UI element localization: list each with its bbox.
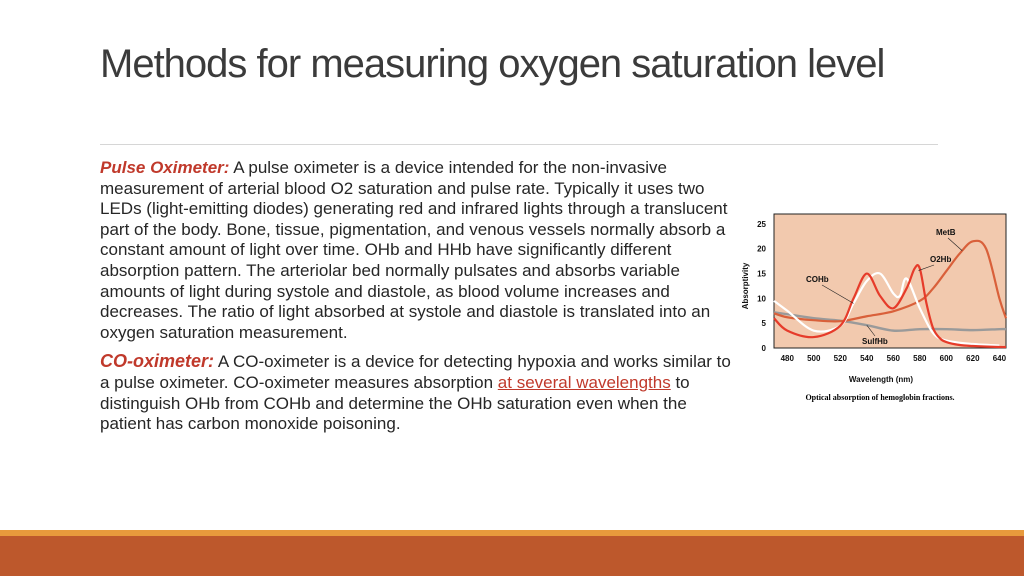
figure-caption: Optical absorption of hemoglobin fractio… — [805, 393, 954, 402]
footer-band — [0, 536, 1024, 576]
x-tick-label: 640 — [993, 354, 1007, 363]
co-oximeter-term: CO-oximeter: — [100, 351, 215, 372]
pulse-oximeter-term: Pulse Oximeter: — [100, 158, 230, 177]
y-tick-label: 0 — [762, 344, 767, 353]
leader-line-cohb — [821, 284, 854, 304]
co-oximeter-description-end: to distinguish OHb from COHb and determi… — [100, 372, 690, 434]
slide-title: Methods for measuring oxygen saturation … — [100, 42, 885, 86]
body-text: Pulse Oximeter: A pulse oximeter is a de… — [100, 158, 732, 443]
y-tick-label: 10 — [757, 294, 766, 303]
absorption-figure: 480 500 520 540 560 580 600 620 640 0 5 10 15 20 25 Me… — [738, 206, 1018, 406]
leader-line-metb — [947, 237, 963, 251]
x-tick-label: 540 — [860, 354, 874, 363]
x-tick-label: 520 — [834, 354, 848, 363]
co-oximeter-paragraph: CO-oximeter: A CO-oximeter is a device f… — [100, 351, 732, 434]
x-axis-title: Wavelength (nm) — [849, 375, 913, 384]
co-oximeter-description-start: A CO-oximeter is a device for detecting … — [100, 352, 731, 392]
pulse-oximeter-paragraph: Pulse Oximeter: A pulse oximeter is a de… — [100, 158, 732, 343]
x-tick-label: 580 — [913, 354, 927, 363]
y-axis-title: Absorptivity — [741, 262, 750, 309]
leader-line-o2hb — [918, 264, 935, 271]
wavelengths-link[interactable]: at several wavelengths — [497, 372, 671, 392]
footer-accent-stripe — [0, 530, 1024, 536]
series-label-sulfhb: SulfHb — [862, 337, 888, 346]
x-tick-label: 600 — [940, 354, 954, 363]
series-line-o2hb — [773, 264, 1007, 349]
series-label-o2hb: O2Hb — [930, 255, 951, 264]
x-tick-label: 500 — [807, 354, 821, 363]
title-divider — [100, 144, 938, 145]
series-line-sulfhb — [773, 311, 1007, 332]
series-label-metb: MetB — [936, 228, 956, 237]
x-tick-label: 480 — [781, 354, 795, 363]
x-tick-label: 620 — [966, 354, 980, 363]
y-tick-label: 5 — [762, 319, 767, 328]
leader-line-sulfhb — [866, 324, 876, 337]
y-tick-label: 25 — [757, 220, 766, 229]
plot-area — [773, 213, 1007, 349]
y-tick-label: 15 — [757, 270, 766, 279]
series-label-cohb: COHb — [806, 275, 829, 284]
series-line-metb — [773, 239, 1008, 323]
absorption-chart: 480 500 520 540 560 580 600 620 640 0 5 10 15 20 25 Me… — [741, 213, 1008, 402]
pulse-oximeter-description: A pulse oximeter is a device intended fo… — [100, 158, 728, 342]
y-tick-label: 20 — [757, 245, 766, 254]
x-tick-label: 560 — [887, 354, 901, 363]
